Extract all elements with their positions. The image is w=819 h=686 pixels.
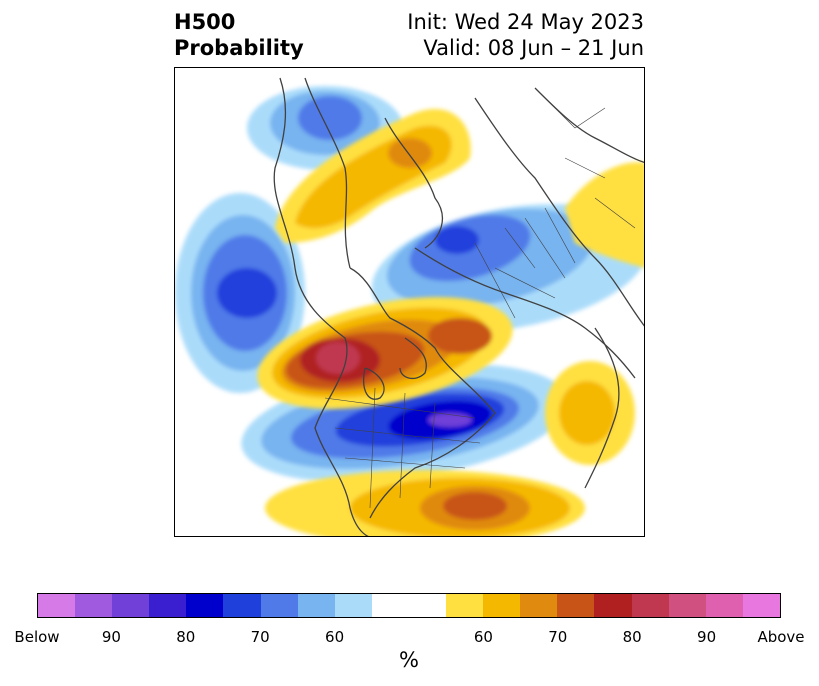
- colorbar-tick-label: 70: [250, 628, 270, 646]
- colorbar-unit: %: [399, 648, 419, 672]
- colorbar-segment: [75, 594, 113, 617]
- colorbar-segment: [594, 594, 632, 617]
- colorbar-segment: [371, 594, 409, 617]
- title-right: Init: Wed 24 May 2023 Valid: 08 Jun – 21…: [407, 9, 644, 61]
- colorbar-tick-label: 60: [325, 628, 345, 646]
- colorbar-segment: [223, 594, 261, 617]
- colorbar-segment: [520, 594, 558, 617]
- colorbar-segment: [705, 594, 743, 617]
- colorbar-segment: [408, 594, 447, 617]
- colorbar-tick-label: 90: [697, 628, 717, 646]
- coastlines: [273, 77, 644, 536]
- colorbar-segment: [297, 594, 335, 617]
- above-normal-arctic: [275, 109, 471, 243]
- colorbar-tick-label: 60: [473, 628, 493, 646]
- above-normal-ridge: [257, 297, 513, 409]
- colorbar-tick-label: 70: [548, 628, 568, 646]
- above-normal-east: [545, 162, 644, 465]
- colorbar-tick-label: Below: [14, 628, 60, 646]
- colorbar-segment: [112, 594, 150, 617]
- valid-period: Valid: 08 Jun – 21 Jun: [423, 36, 644, 60]
- colorbar-segment: [631, 594, 669, 617]
- probability-map: [175, 68, 644, 536]
- colorbar-tick-label: 80: [176, 628, 196, 646]
- colorbar-segment: [557, 594, 595, 617]
- colorbar-segment: [38, 594, 76, 617]
- below-normal-pacific: [175, 193, 305, 393]
- above-normal-south: [265, 470, 585, 536]
- colorbar-tick-label: 90: [101, 628, 121, 646]
- colorbar-tick-label: Above: [757, 628, 805, 646]
- political-borders: [324, 97, 636, 509]
- title-product: Probability: [174, 36, 304, 60]
- colorbar-segment: [483, 594, 521, 617]
- colorbar-segment: [742, 594, 780, 617]
- init-date: Init: Wed 24 May 2023: [407, 10, 644, 34]
- colorbar-segment: [334, 594, 372, 617]
- title-left: H500 Probability: [174, 9, 304, 61]
- title-variable: H500: [174, 10, 236, 34]
- colorbar-segment: [260, 594, 298, 617]
- colorbar-segment: [668, 594, 706, 617]
- colorbar-segment: [186, 594, 224, 617]
- map-panel: [174, 67, 645, 537]
- colorbar-segment: [149, 594, 187, 617]
- colorbar-segment: [446, 594, 484, 617]
- colorbar: [37, 593, 781, 618]
- colorbar-tick-label: 80: [622, 628, 642, 646]
